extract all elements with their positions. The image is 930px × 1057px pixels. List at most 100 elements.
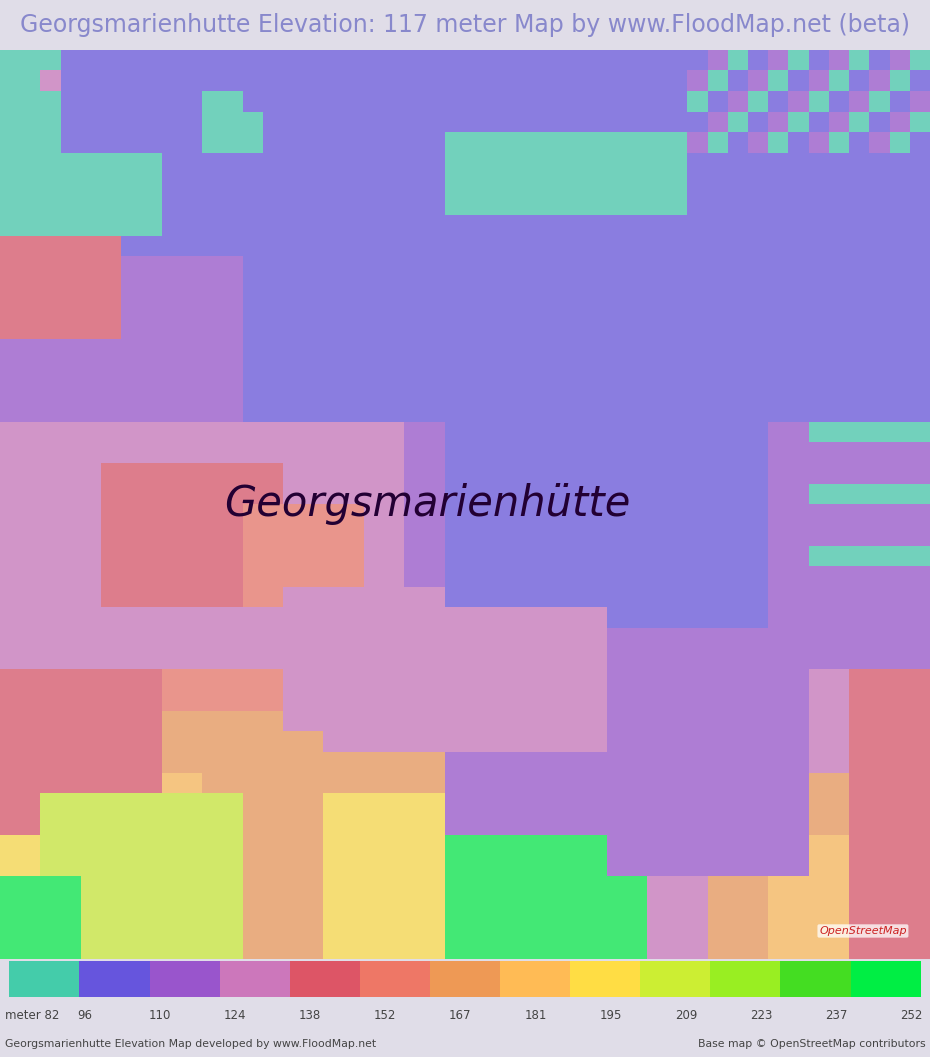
- Bar: [283, 525, 303, 545]
- Bar: [870, 855, 890, 876]
- Bar: [586, 91, 606, 112]
- Bar: [405, 545, 425, 567]
- Bar: [829, 794, 849, 814]
- Bar: [708, 938, 728, 959]
- Bar: [485, 401, 505, 422]
- Bar: [586, 545, 606, 567]
- Bar: [849, 236, 870, 256]
- Bar: [768, 628, 789, 649]
- Bar: [465, 401, 485, 422]
- Bar: [324, 855, 344, 876]
- Bar: [647, 649, 667, 669]
- Bar: [829, 401, 849, 422]
- Bar: [525, 256, 546, 277]
- Bar: [910, 256, 930, 277]
- Bar: [20, 339, 40, 359]
- Bar: [708, 298, 728, 318]
- Bar: [546, 855, 566, 876]
- Bar: [768, 422, 789, 442]
- Bar: [344, 504, 364, 525]
- Bar: [162, 236, 182, 256]
- Bar: [141, 112, 162, 132]
- Bar: [849, 731, 870, 753]
- Bar: [687, 794, 708, 814]
- Bar: [809, 381, 829, 401]
- Bar: [505, 112, 525, 132]
- Bar: [141, 917, 162, 938]
- Bar: [162, 690, 182, 710]
- Bar: [667, 50, 687, 71]
- Bar: [809, 215, 829, 236]
- Bar: [222, 173, 243, 194]
- Bar: [101, 504, 121, 525]
- Bar: [829, 608, 849, 628]
- Bar: [647, 545, 667, 567]
- Bar: [647, 628, 667, 649]
- Bar: [121, 855, 141, 876]
- Bar: [768, 917, 789, 938]
- Bar: [627, 215, 647, 236]
- Bar: [162, 876, 182, 896]
- Bar: [60, 525, 81, 545]
- Bar: [364, 442, 384, 463]
- Bar: [789, 91, 809, 112]
- Bar: [667, 401, 687, 422]
- Bar: [324, 153, 344, 173]
- Bar: [425, 50, 445, 71]
- Bar: [20, 132, 40, 153]
- Bar: [405, 215, 425, 236]
- Bar: [40, 298, 60, 318]
- Bar: [20, 669, 40, 690]
- Bar: [606, 628, 627, 649]
- Bar: [141, 359, 162, 381]
- Bar: [364, 256, 384, 277]
- Bar: [405, 318, 425, 339]
- Bar: [202, 587, 222, 608]
- Bar: [910, 277, 930, 298]
- Bar: [263, 545, 283, 567]
- Bar: [9, 961, 79, 997]
- Bar: [667, 753, 687, 773]
- Bar: [910, 814, 930, 835]
- Bar: [81, 422, 101, 442]
- Bar: [485, 876, 505, 896]
- Bar: [425, 504, 445, 525]
- Bar: [121, 525, 141, 545]
- Bar: [384, 173, 405, 194]
- Bar: [425, 256, 445, 277]
- Bar: [344, 876, 364, 896]
- Bar: [870, 794, 890, 814]
- Bar: [121, 339, 141, 359]
- Bar: [60, 794, 81, 814]
- Bar: [303, 587, 324, 608]
- Bar: [425, 649, 445, 669]
- Bar: [728, 649, 748, 669]
- Bar: [283, 835, 303, 855]
- Bar: [566, 794, 586, 814]
- Bar: [20, 587, 40, 608]
- Bar: [344, 690, 364, 710]
- Bar: [243, 298, 263, 318]
- Bar: [344, 71, 364, 91]
- Bar: [789, 814, 809, 835]
- Bar: [566, 525, 586, 545]
- Bar: [344, 710, 364, 731]
- Bar: [667, 794, 687, 814]
- Bar: [728, 731, 748, 753]
- Bar: [243, 545, 263, 567]
- Bar: [20, 628, 40, 649]
- Bar: [344, 132, 364, 153]
- Bar: [445, 298, 465, 318]
- Bar: [890, 567, 910, 587]
- Bar: [162, 173, 182, 194]
- Bar: [101, 896, 121, 917]
- Bar: [60, 669, 81, 690]
- Bar: [81, 587, 101, 608]
- Bar: [606, 814, 627, 835]
- Text: 152: 152: [374, 1008, 396, 1022]
- Bar: [566, 339, 586, 359]
- Bar: [364, 545, 384, 567]
- Bar: [60, 855, 81, 876]
- Bar: [546, 298, 566, 318]
- Bar: [849, 876, 870, 896]
